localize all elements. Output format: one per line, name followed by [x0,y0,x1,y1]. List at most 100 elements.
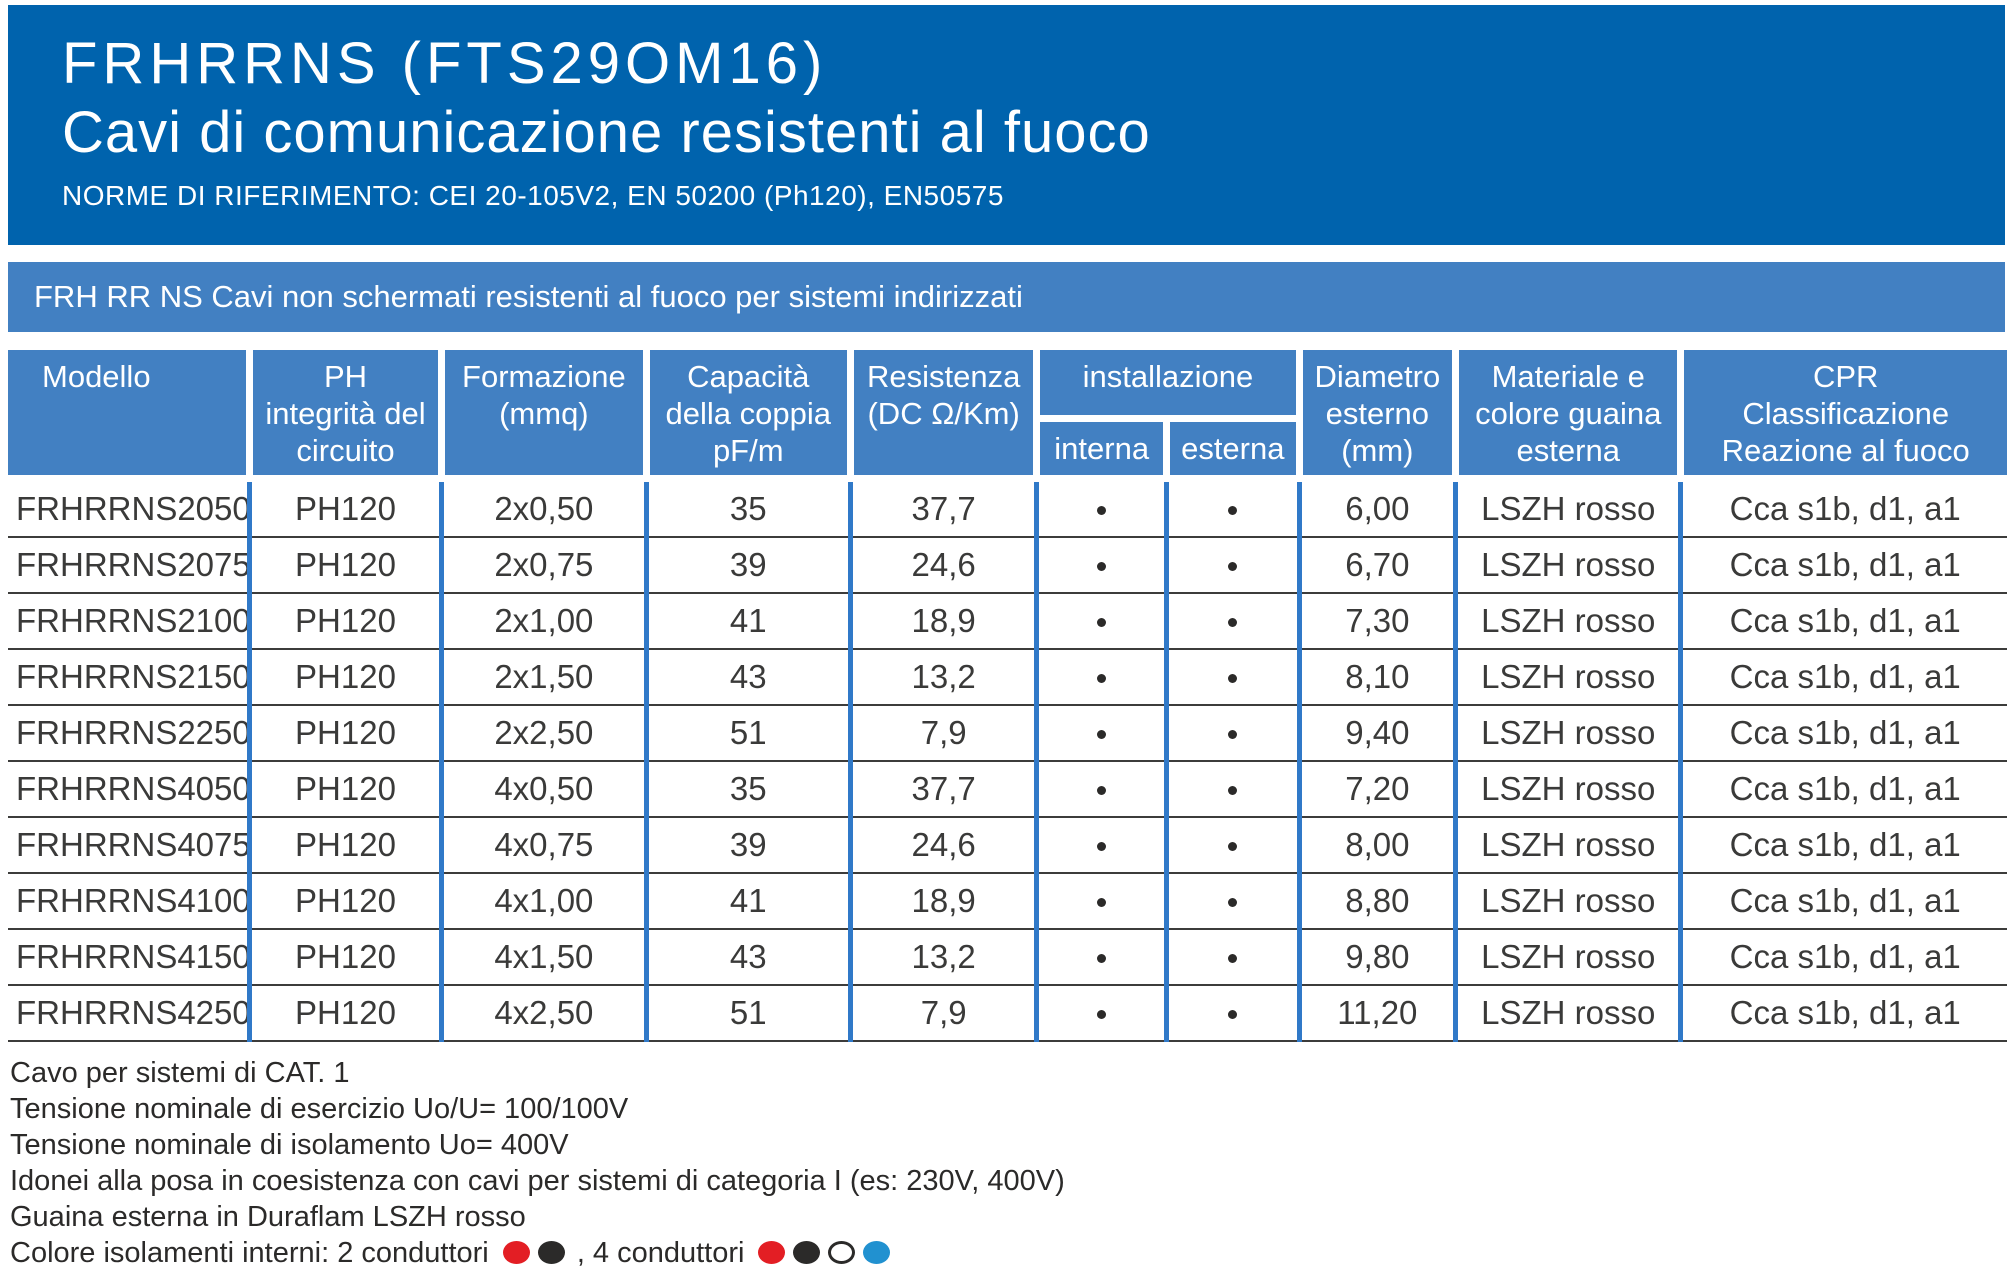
installation-dot [1097,842,1107,852]
conductor-colors-prefix: Colore isolamenti interni: 2 conduttori [10,1237,489,1269]
cell-materiale: LSZH rosso [1455,536,1684,594]
cell-ph: PH120 [249,984,445,1042]
cell-diametro: 8,10 [1299,648,1459,706]
installation-dot [1097,618,1107,628]
page-title: FRHRRNS (FTS29OM16) [62,31,828,96]
cell-cpr: Cca s1b, d1, a1 [1680,592,2007,650]
cell-resistenza: 7,9 [850,984,1040,1042]
cell-esterna [1166,704,1302,762]
installation-dot [1228,730,1238,740]
table-header: Modello PH integrità del circuito Formaz… [8,350,2007,482]
cell-formazione: 4x2,50 [441,984,649,1042]
table-row: FRHRRNS2250 PH120 2x2,50 51 7,9 9,40 LSZH ross… [8,704,2007,762]
installation-dot [1228,898,1238,908]
col-header-resistenza: Resistenza (DC Ω/Km) [850,350,1041,482]
cell-resistenza: 13,2 [850,648,1040,706]
table-row: FRHRRNS4150 PH120 4x1,50 43 13,2 9,80 LSZH ros… [8,928,2007,986]
two-conductor-dots [499,1235,569,1271]
cell-resistenza: 13,2 [850,928,1040,986]
col-header-materiale: Materiale e colore guaina esterna [1455,350,1685,482]
cell-materiale: LSZH rosso [1455,872,1684,930]
col-header-installazione: installazione [1036,350,1303,422]
installation-dot [1097,674,1107,684]
cell-resistenza: 18,9 [850,592,1040,650]
cell-modello: FRHRRNS4100 [8,872,252,930]
cell-interna [1036,928,1169,986]
cell-resistenza: 37,7 [850,478,1040,538]
note-operating-voltage: Tensione nominale di esercizio Uo/U= 100… [10,1093,629,1125]
cell-ph: PH120 [249,816,445,874]
cell-formazione: 4x1,00 [441,872,649,930]
cell-modello: FRHRRNS4050 [8,760,252,818]
cell-resistenza: 24,6 [850,536,1040,594]
col-header-modello: Modello [8,350,253,482]
cell-materiale: LSZH rosso [1455,816,1684,874]
cell-formazione: 2x0,50 [441,478,649,538]
cell-materiale: LSZH rosso [1455,478,1684,538]
cell-esterna [1166,592,1302,650]
cell-cpr: Cca s1b, d1, a1 [1680,928,2007,986]
cell-capacita: 43 [646,928,853,986]
cell-materiale: LSZH rosso [1455,984,1684,1042]
cell-modello: FRHRRNS4150 [8,928,252,986]
footer-notes: Cavo per sistemi di CAT. 1 Tensione nomi… [10,1055,1065,1271]
header-row-sub: interna esterna [8,418,2007,482]
table-row: FRHRRNS4100 PH120 4x1,00 41 18,9 8,80 LSZH ros… [8,872,2007,930]
cell-materiale: LSZH rosso [1455,592,1684,650]
red-conductor-dot [502,1240,530,1264]
cell-ph: PH120 [249,872,445,930]
cell-materiale: LSZH rosso [1455,704,1684,762]
cell-interna [1036,478,1169,538]
cell-resistenza: 24,6 [850,816,1040,874]
cell-interna [1036,648,1169,706]
table-row: FRHRRNS2150 PH120 2x1,50 43 13,2 8,10 LSZH ros… [8,648,2007,706]
cell-formazione: 4x0,50 [441,760,649,818]
four-conductor-dots [754,1235,894,1271]
cell-modello: FRHRRNS2150 [8,648,252,706]
table-row: FRHRRNS2050 PH120 2x0,50 35 37,7 6,00 LSZH ros… [8,478,2007,538]
black-conductor-dot [793,1240,821,1264]
cell-esterna [1166,816,1302,874]
cell-diametro: 8,80 [1299,872,1459,930]
cell-modello: FRHRRNS2075 [8,536,252,594]
note-conductor-colors: Colore isolamenti interni: 2 conduttori … [10,1235,1065,1271]
cell-modello: FRHRRNS2050 [8,478,252,538]
cell-materiale: LSZH rosso [1455,648,1684,706]
table-row: FRHRRNS4250 PH120 4x2,50 51 7,9 11,20 LSZH ros… [8,984,2007,1042]
cell-capacita: 35 [646,478,853,538]
cell-ph: PH120 [249,928,445,986]
cell-diametro: 6,00 [1299,478,1459,538]
col-header-capacita: Capacità della coppia pF/m [646,350,854,482]
installation-dot [1097,506,1107,516]
product-table: Modello PH integrità del circuito Formaz… [8,350,2007,1042]
cell-modello: FRHRRNS4250 [8,984,252,1042]
cell-interna [1036,704,1169,762]
cell-cpr: Cca s1b, d1, a1 [1680,704,2007,762]
col-header-esterna: esterna [1166,418,1303,482]
installation-dot [1097,954,1107,964]
cell-capacita: 39 [646,816,853,874]
cell-ph: PH120 [249,648,445,706]
cell-capacita: 41 [646,872,853,930]
document-header: FRHRRNS (FTS29OM16) Cavi di comunicazion… [8,5,2005,245]
installation-dot [1228,562,1238,572]
installation-dot [1228,506,1238,516]
installation-dot [1228,842,1238,852]
cell-formazione: 4x1,50 [441,928,649,986]
white-conductor-dot [828,1240,856,1264]
installation-dot [1097,898,1107,908]
table-row: FRHRRNS2075 PH120 2x0,75 39 24,6 6,70 LSZH ros… [8,536,2007,594]
installation-dot [1097,786,1107,796]
cell-resistenza: 7,9 [850,704,1040,762]
cell-interna [1036,872,1169,930]
installation-dot [1228,618,1238,628]
cell-cpr: Cca s1b, d1, a1 [1680,478,2007,538]
cell-resistenza: 18,9 [850,872,1040,930]
cell-modello: FRHRRNS2100 [8,592,252,650]
cell-esterna [1166,928,1302,986]
cell-diametro: 11,20 [1299,984,1459,1042]
header-row-main: Modello PH integrità del circuito Formaz… [8,350,2007,482]
col-header-diametro: Diametro esterno (mm) [1299,350,1460,482]
cell-cpr: Cca s1b, d1, a1 [1680,536,2007,594]
cell-materiale: LSZH rosso [1455,760,1684,818]
